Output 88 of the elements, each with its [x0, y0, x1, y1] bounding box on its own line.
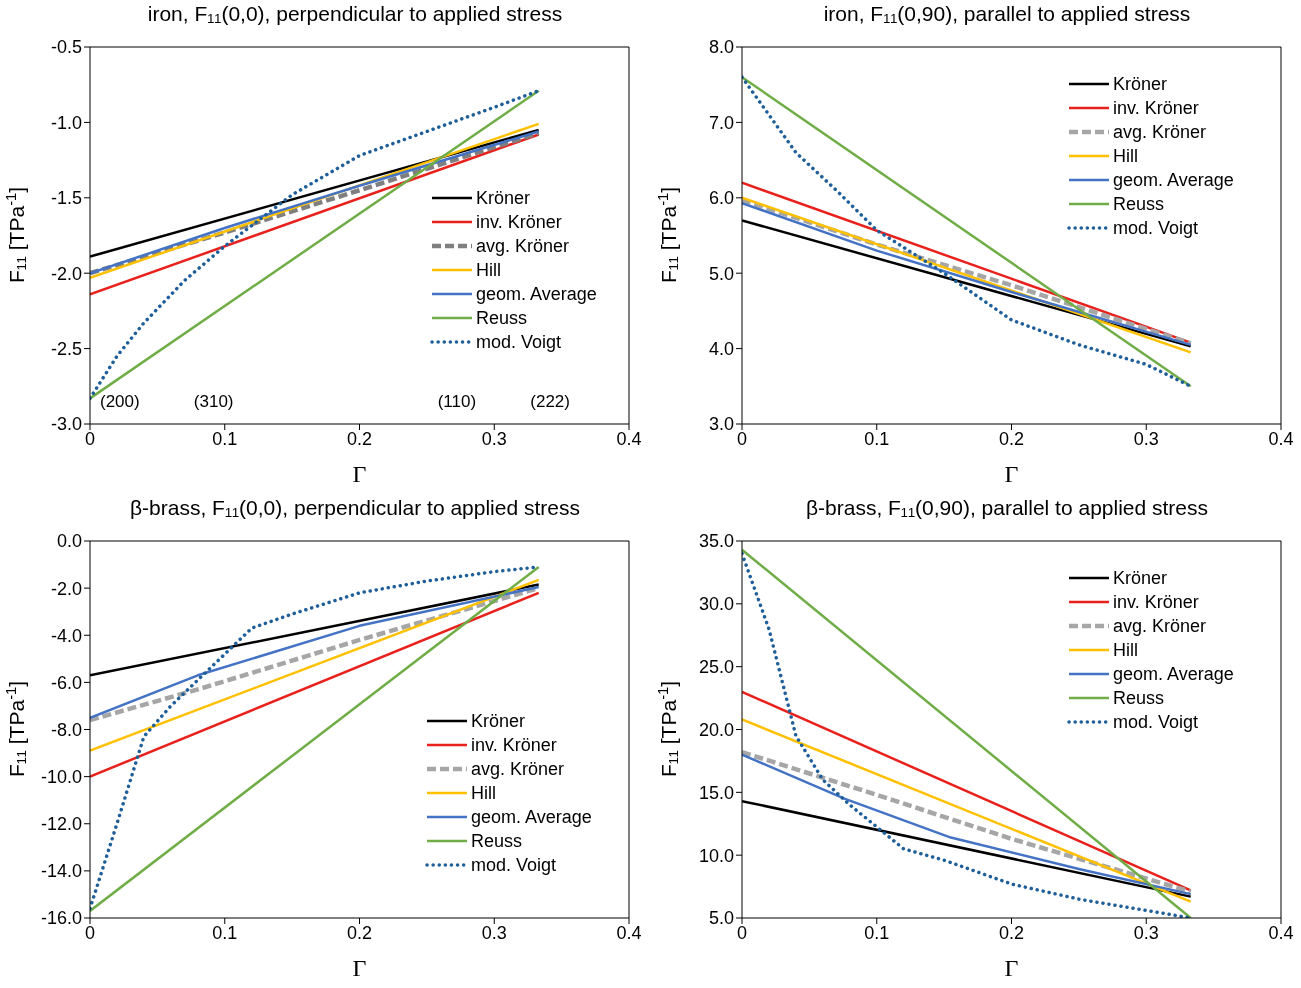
legend-label: Hill — [476, 259, 501, 281]
x-tick-label: 0.2 — [998, 922, 1025, 943]
x-tick-label: 0.1 — [864, 428, 890, 449]
x-tick-label: 0 — [736, 922, 748, 943]
y-tick-label: 5.0 — [708, 908, 734, 929]
annotation: (110) — [437, 392, 477, 412]
legend-label: mod. Voigt — [1113, 217, 1199, 239]
x-tick-label: 0.3 — [1133, 922, 1159, 943]
y-tick-label: -0.5 — [50, 37, 82, 58]
annotation: (200) — [100, 392, 140, 412]
y-tick-label: 8.0 — [708, 37, 734, 58]
legend-label: Reuss — [471, 830, 523, 852]
y-tick-label: -2.0 — [50, 263, 82, 284]
y-tick-label: 10.0 — [698, 845, 734, 866]
legend-label: geom. Average — [471, 806, 592, 828]
legend-label: mod. Voigt — [1113, 711, 1199, 733]
legend-label: Reuss — [1113, 687, 1165, 709]
legend-label: inv. Kröner — [476, 211, 562, 233]
legend-label: Hill — [471, 782, 496, 804]
legend-label: geom. Average — [476, 283, 597, 305]
x-tick-label: 0 — [736, 428, 748, 449]
y-tick-label: 25.0 — [698, 657, 734, 678]
y-tick-label: -12.0 — [40, 814, 82, 835]
x-tick-label: 0.3 — [481, 428, 507, 449]
x-tick-label: 0.3 — [481, 922, 507, 943]
x-tick-label: 0.4 — [1268, 922, 1294, 943]
x-tick-label: 0.4 — [616, 922, 642, 943]
legend-label: mod. Voigt — [471, 854, 557, 876]
legend-label: avg. Kröner — [1113, 121, 1207, 143]
x-axis-title: Γ — [1004, 955, 1019, 981]
x-tick-label: 0 — [84, 428, 96, 449]
legend-label: avg. Kröner — [471, 758, 565, 780]
legend-label: Reuss — [476, 307, 528, 329]
y-tick-label: 3.0 — [708, 414, 734, 435]
annotation: (310) — [193, 392, 234, 412]
legend-label: mod. Voigt — [476, 331, 562, 353]
y-tick-label: 7.0 — [708, 112, 734, 133]
y-tick-label: 35.0 — [698, 531, 734, 552]
x-tick-label: 0.4 — [1268, 428, 1294, 449]
legend-label: Kröner — [1113, 567, 1168, 589]
legend-label: Reuss — [1113, 193, 1165, 215]
legend-label: avg. Kröner — [1113, 615, 1207, 637]
legend-label: geom. Average — [1113, 663, 1234, 685]
chart-title: β-brass, F₁₁(0,0), perpendicular to applied stress — [129, 496, 581, 520]
legend-label: geom. Average — [1113, 169, 1234, 191]
y-tick-label: 6.0 — [708, 188, 734, 209]
legend-label: inv. Kröner — [1113, 97, 1199, 119]
x-axis-title: Γ — [1004, 461, 1019, 487]
x-tick-label: 0.2 — [998, 428, 1025, 449]
legend-label: Kröner — [471, 710, 526, 732]
x-axis-title: Γ — [352, 461, 367, 487]
y-tick-label: 4.0 — [708, 338, 734, 359]
y-tick-label: -4.0 — [50, 625, 82, 646]
x-tick-label: 0.2 — [346, 922, 373, 943]
x-tick-label: 0.1 — [212, 428, 238, 449]
y-tick-label: 5.0 — [708, 263, 734, 284]
y-tick-label: 0.0 — [56, 531, 82, 552]
y-tick-label: -10.0 — [40, 767, 82, 788]
y-tick-label: 20.0 — [698, 719, 734, 740]
legend-label: avg. Kröner — [476, 235, 570, 257]
y-tick-label: -1.0 — [50, 112, 82, 133]
legend-label: Hill — [1113, 639, 1138, 661]
annotation: (222) — [530, 392, 570, 412]
x-tick-label: 0.4 — [616, 428, 642, 449]
x-tick-label: 0.1 — [864, 922, 890, 943]
y-tick-label: -2.0 — [50, 578, 82, 599]
y-tick-label: -2.5 — [50, 338, 82, 359]
y-tick-label: -6.0 — [50, 672, 82, 693]
y-tick-label: -1.5 — [50, 188, 82, 209]
legend-label: Kröner — [1113, 73, 1168, 95]
y-tick-label: -14.0 — [40, 861, 82, 882]
y-tick-label: -8.0 — [50, 719, 82, 740]
x-tick-label: 0.3 — [1133, 428, 1159, 449]
legend-label: Hill — [1113, 145, 1138, 167]
y-tick-label: -3.0 — [50, 414, 82, 435]
x-axis-title: Γ — [352, 955, 367, 981]
x-tick-label: 0 — [84, 922, 96, 943]
y-tick-label: 15.0 — [698, 782, 734, 803]
chart-title: iron, F₁₁(0,0), perpendicular to applied stress — [146, 2, 564, 26]
chart-title: β-brass, F₁₁(0,90), parallel to applied stress — [804, 496, 1210, 520]
y-tick-label: 30.0 — [698, 594, 734, 615]
legend-label: inv. Kröner — [471, 734, 557, 756]
y-tick-label: -16.0 — [40, 908, 82, 929]
x-tick-label: 0.1 — [212, 922, 238, 943]
chart-title: iron, F₁₁(0,90), parallel to applied stress — [822, 2, 1192, 26]
legend-label: inv. Kröner — [1113, 591, 1199, 613]
legend-label: Kröner — [476, 187, 531, 209]
x-tick-label: 0.2 — [346, 428, 373, 449]
